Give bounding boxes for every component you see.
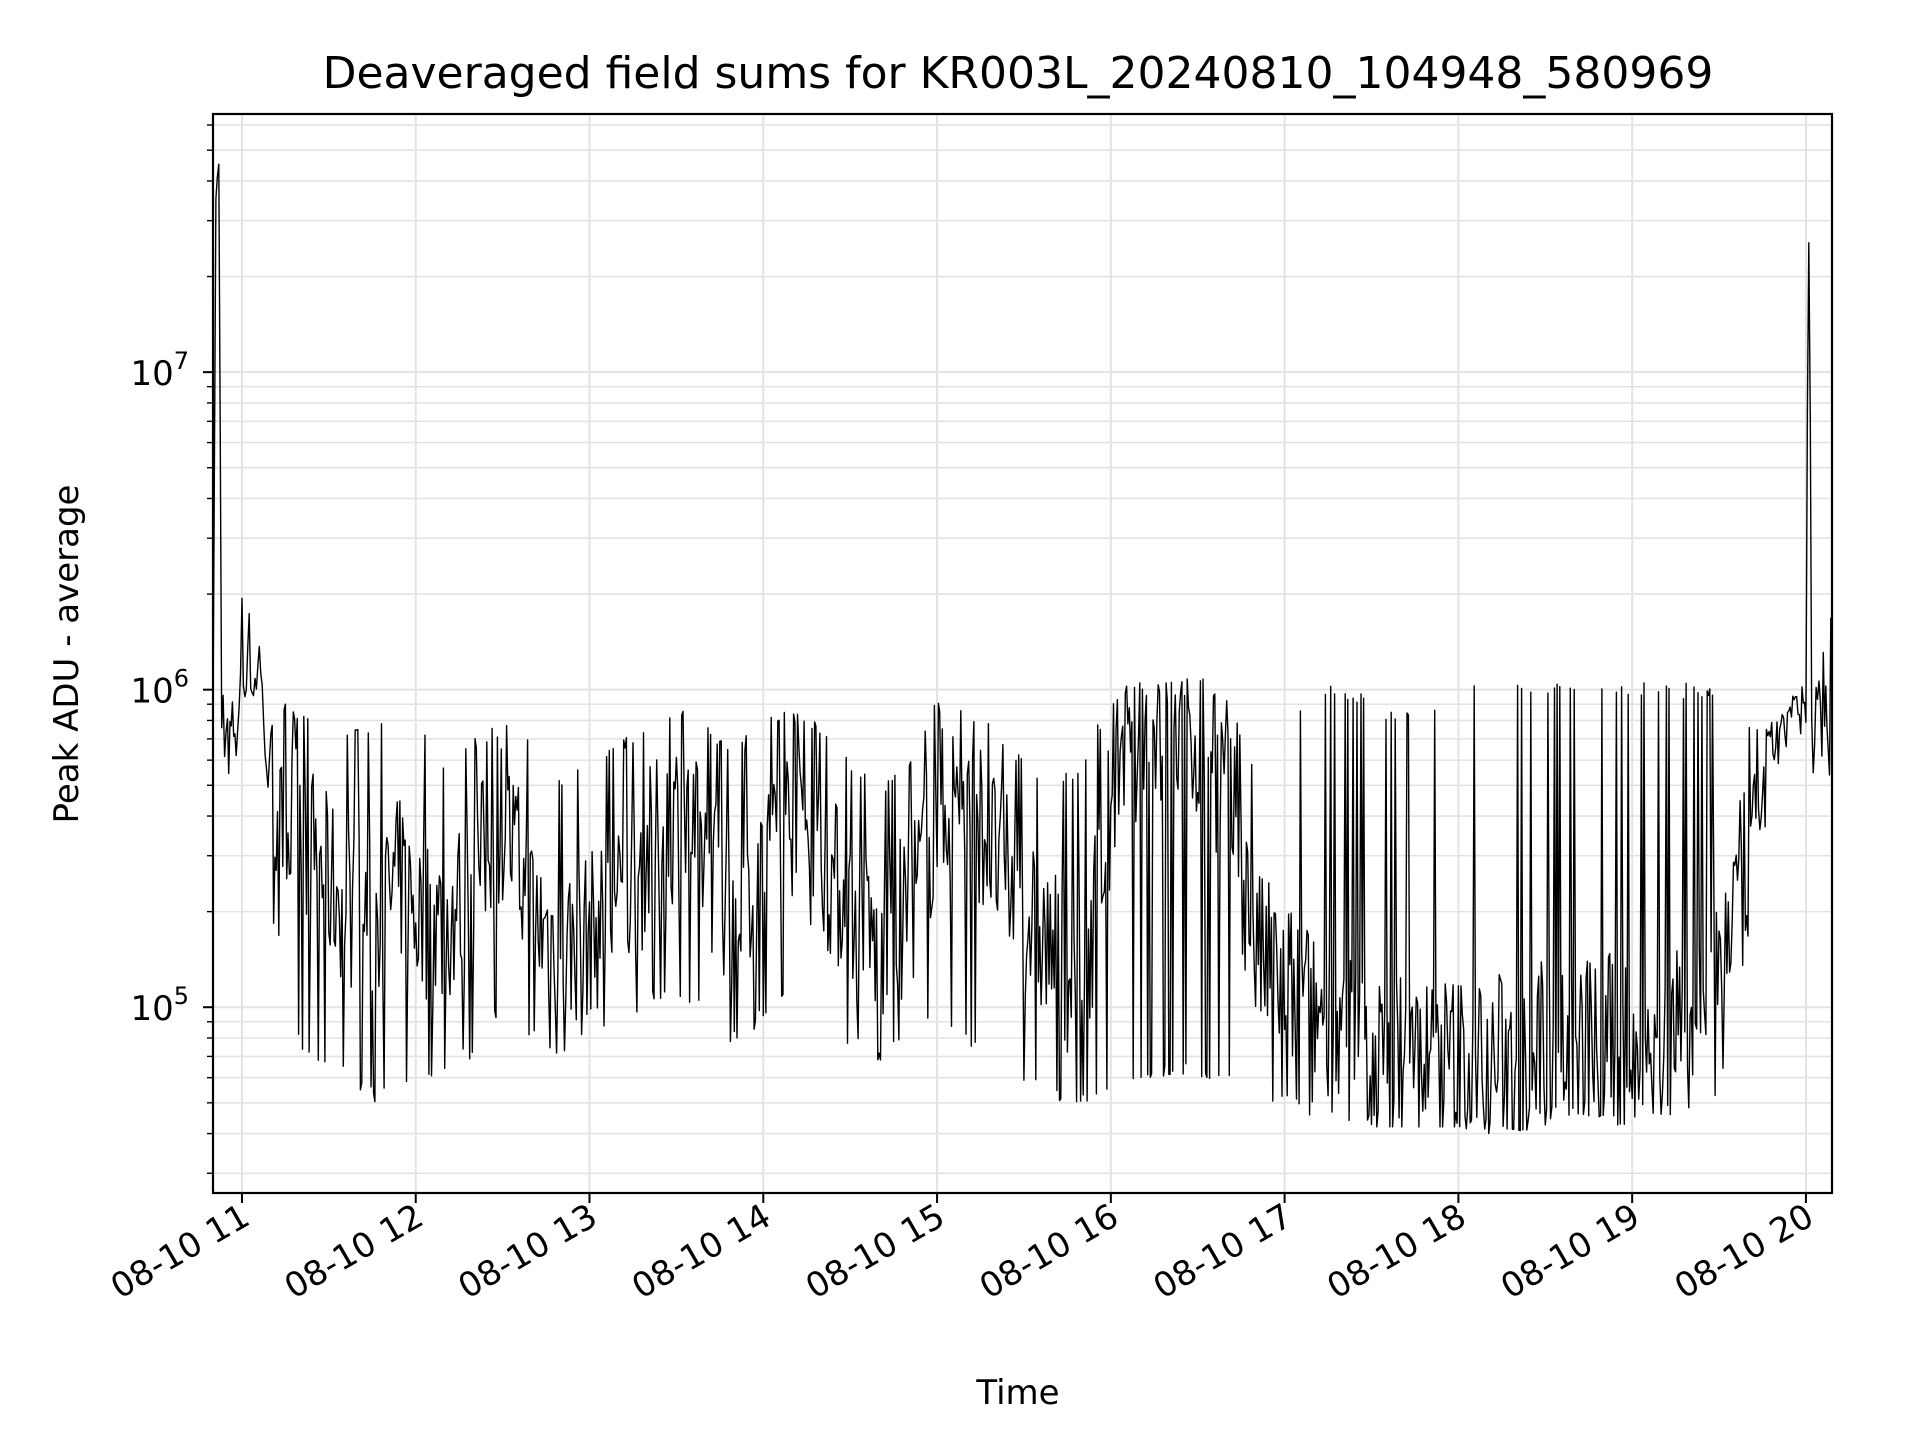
y-tick-label: 107 [130, 347, 189, 394]
y-tick-label: 105 [130, 982, 189, 1029]
x-axis-label: Time [975, 1373, 1059, 1413]
y-tick-label: 106 [130, 665, 189, 712]
data-series [212, 163, 1833, 1135]
series-line [212, 163, 1833, 1135]
plot-area-frame [211, 112, 1834, 1195]
y-axis-ticks: 105 106 107 [130, 124, 213, 1174]
chart-title: Deaveraged field sums for KR003L_2024081… [323, 48, 1714, 99]
y-axis-label: Peak ADU - average [47, 485, 87, 824]
